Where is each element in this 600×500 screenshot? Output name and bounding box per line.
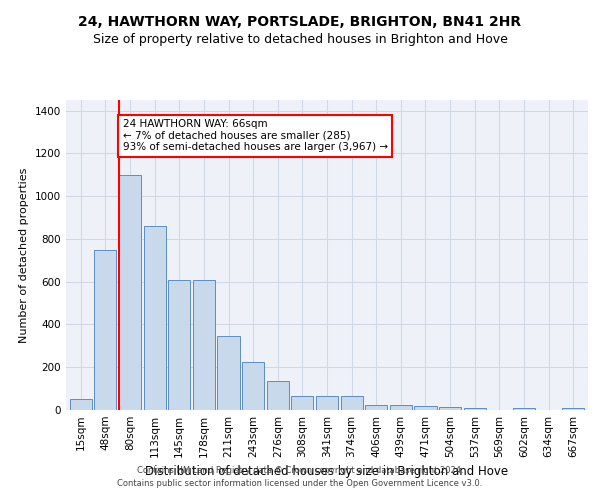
Bar: [193, 280, 215, 410]
Bar: [415, 406, 437, 410]
Bar: [70, 400, 92, 410]
Bar: [562, 408, 584, 410]
X-axis label: Distribution of detached houses by size in Brighton and Hove: Distribution of detached houses by size …: [145, 466, 509, 478]
Y-axis label: Number of detached properties: Number of detached properties: [19, 168, 29, 342]
Text: Size of property relative to detached houses in Brighton and Hove: Size of property relative to detached ho…: [92, 32, 508, 46]
Bar: [168, 280, 190, 410]
Text: 24 HAWTHORN WAY: 66sqm
← 7% of detached houses are smaller (285)
93% of semi-det: 24 HAWTHORN WAY: 66sqm ← 7% of detached …: [122, 119, 388, 152]
Bar: [439, 408, 461, 410]
Text: Contains HM Land Registry data © Crown copyright and database right 2024.
Contai: Contains HM Land Registry data © Crown c…: [118, 466, 482, 487]
Bar: [365, 404, 388, 410]
Bar: [341, 396, 363, 410]
Bar: [291, 396, 313, 410]
Bar: [242, 362, 264, 410]
Bar: [316, 396, 338, 410]
Bar: [217, 336, 239, 410]
Bar: [390, 404, 412, 410]
Bar: [513, 408, 535, 410]
Bar: [94, 250, 116, 410]
Bar: [464, 408, 486, 410]
Text: 24, HAWTHORN WAY, PORTSLADE, BRIGHTON, BN41 2HR: 24, HAWTHORN WAY, PORTSLADE, BRIGHTON, B…: [79, 15, 521, 29]
Bar: [143, 226, 166, 410]
Bar: [119, 175, 141, 410]
Bar: [266, 381, 289, 410]
